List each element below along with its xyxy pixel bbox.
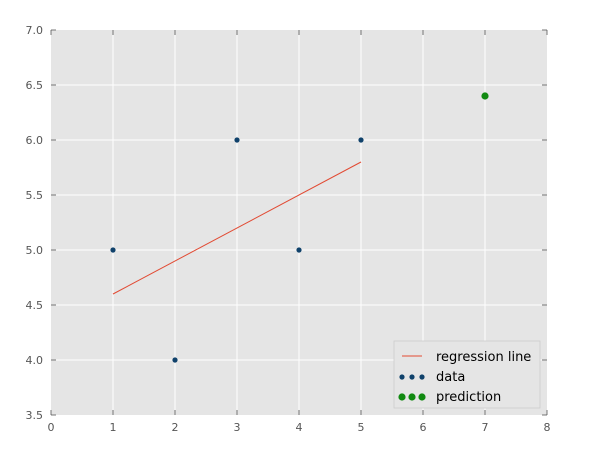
prediction-point bbox=[481, 92, 489, 100]
y-tick-label: 3.5 bbox=[26, 409, 44, 422]
y-tick-label: 5.0 bbox=[26, 244, 44, 257]
legend-swatch-data bbox=[409, 374, 415, 380]
data-point bbox=[234, 137, 240, 143]
y-tick-label: 7.0 bbox=[26, 24, 44, 37]
x-tick-label: 8 bbox=[544, 421, 551, 434]
x-tick-label: 3 bbox=[234, 421, 241, 434]
x-tick-label: 6 bbox=[420, 421, 427, 434]
legend-swatch-prediction bbox=[398, 393, 406, 401]
x-tick-label: 0 bbox=[48, 421, 55, 434]
y-tick-label: 4.0 bbox=[26, 354, 44, 367]
legend-swatch-data bbox=[399, 374, 405, 380]
x-tick-label: 1 bbox=[110, 421, 117, 434]
legend-label-prediction: prediction bbox=[436, 390, 501, 405]
y-tick-label: 5.5 bbox=[26, 189, 44, 202]
legend-swatch-data bbox=[419, 374, 425, 380]
legend: regression line data prediction bbox=[393, 340, 541, 409]
data-point bbox=[358, 137, 364, 143]
legend-label-data: data bbox=[436, 370, 465, 385]
data-point bbox=[296, 247, 302, 253]
y-tick-label: 6.0 bbox=[26, 134, 44, 147]
x-tick-label: 5 bbox=[358, 421, 365, 434]
regression-line-series-line bbox=[112, 161, 362, 295]
y-tick-label: 4.5 bbox=[26, 299, 44, 312]
y-tick-label: 6.5 bbox=[26, 79, 44, 92]
legend-box bbox=[393, 340, 541, 409]
data-point bbox=[110, 247, 116, 253]
data-point bbox=[172, 357, 178, 363]
ticks: 0 1 2 3 4 5 6 7 8 3.5 4.0 4.5 5.0 5.5 6.0 6.5 7.0 bbox=[26, 24, 551, 434]
legend-swatch-prediction bbox=[418, 393, 426, 401]
x-tick-label: 4 bbox=[296, 421, 303, 434]
x-tick-label: 2 bbox=[172, 421, 179, 434]
series bbox=[110, 92, 489, 363]
legend-swatch-prediction bbox=[408, 393, 416, 401]
x-tick-label: 7 bbox=[482, 421, 489, 434]
legend-label-regression-line: regression line bbox=[436, 350, 531, 365]
